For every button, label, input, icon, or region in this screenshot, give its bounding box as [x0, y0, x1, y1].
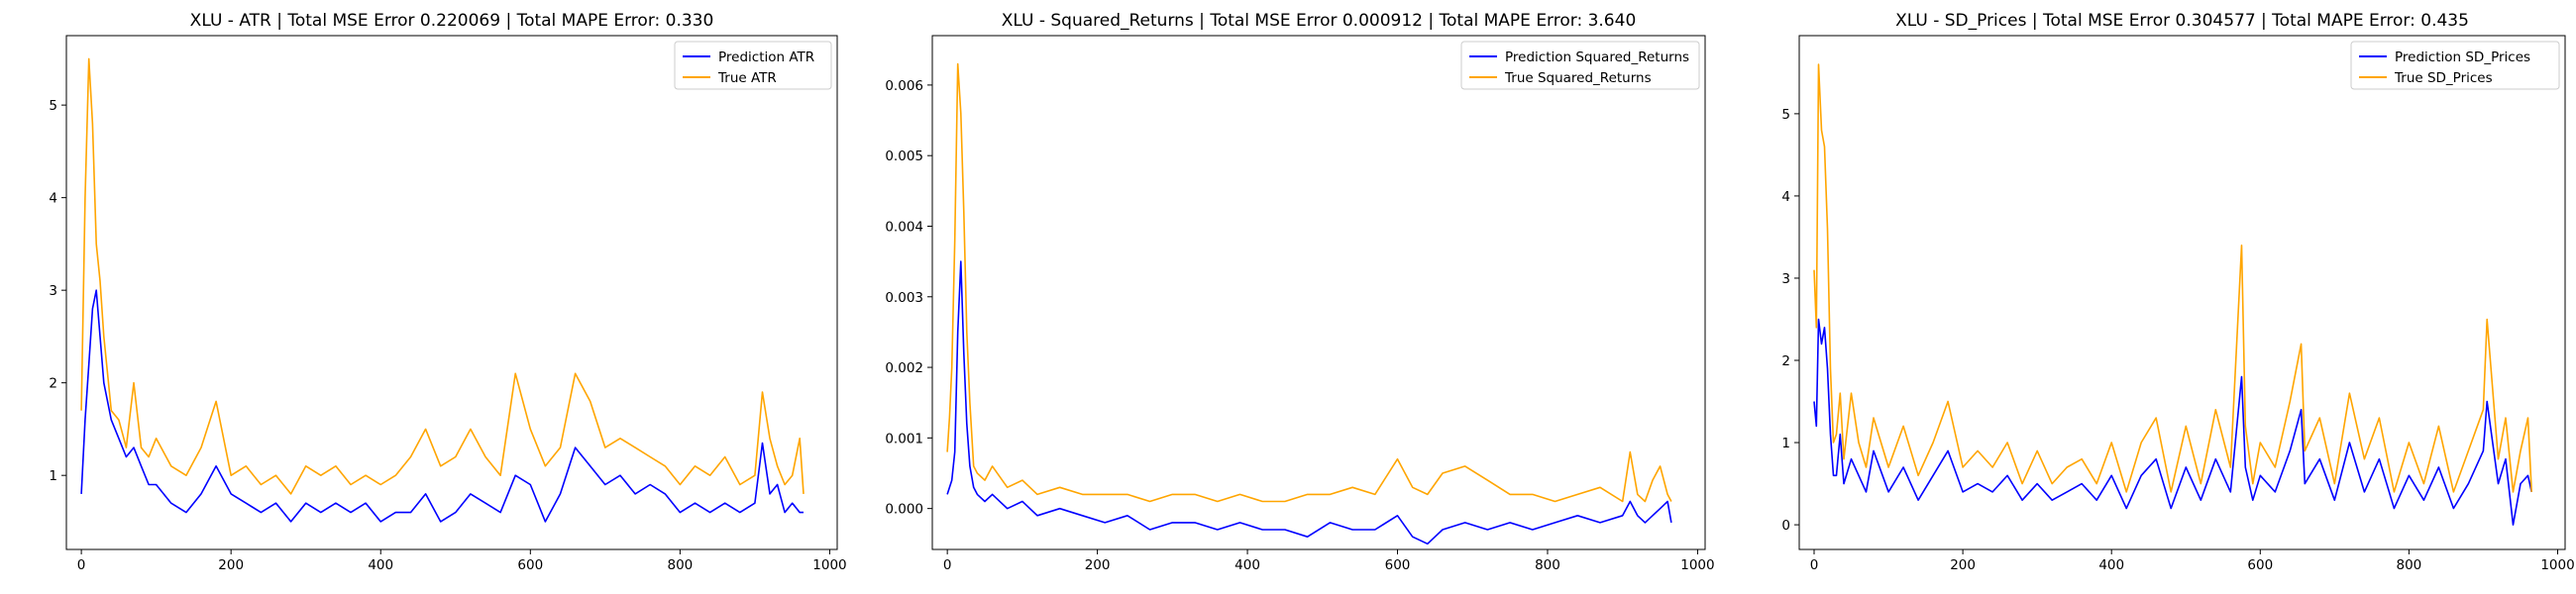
series-line-true [80, 57, 805, 495]
x-tick-label: 200 [1085, 557, 1111, 573]
legend: Prediction ATR True ATR [674, 41, 832, 90]
y-tick-label: 5 [1781, 107, 1790, 123]
legend-label: True Squared_Returns [1504, 70, 1652, 86]
y-tick-label: 3 [1781, 271, 1790, 287]
chart-title: XLU - ATR | Total MSE Error 0.220069 | T… [190, 11, 714, 31]
y-tick-label: 2 [49, 376, 57, 392]
legend-label: Prediction ATR [718, 50, 814, 65]
y-tick-label: 0.003 [885, 290, 923, 306]
y-tick-label: 1 [1781, 436, 1790, 451]
legend: Prediction SD_Prices True SD_Prices [2350, 41, 2560, 90]
x-tick-label: 200 [1950, 557, 1976, 573]
y-tick-label: 2 [1781, 353, 1790, 369]
chart-title: XLU - SD_Prices | Total MSE Error 0.3045… [1895, 11, 2469, 31]
x-tick-label: 1000 [812, 557, 846, 573]
chart-panel-2: XLU - Squared_Returns | Total MSE Error … [885, 11, 1714, 573]
chart-panel-3: XLU - SD_Prices | Total MSE Error 0.3045… [1781, 11, 2574, 573]
axes-frame [65, 35, 838, 550]
x-tick-label: 600 [517, 557, 543, 573]
legend-label: Prediction SD_Prices [2395, 50, 2530, 65]
x-tick-label: 0 [77, 557, 86, 573]
x-tick-label: 0 [943, 557, 952, 573]
x-tick-label: 400 [2098, 557, 2124, 573]
x-tick-label: 600 [2247, 557, 2273, 573]
x-tick-label: 400 [1234, 557, 1260, 573]
x-tick-label: 800 [1535, 557, 1560, 573]
x-tick-label: 0 [1810, 557, 1819, 573]
x-tick-label: 400 [368, 557, 393, 573]
y-tick-label: 0.002 [885, 360, 923, 376]
axes-frame [931, 35, 1706, 550]
x-tick-label: 600 [1385, 557, 1411, 573]
y-tick-label: 0.004 [885, 219, 923, 235]
series-line-prediction [946, 260, 1672, 545]
chart-title: XLU - Squared_Returns | Total MSE Error … [1002, 11, 1637, 31]
legend-label: True ATR [717, 70, 777, 86]
y-tick-label: 0.005 [885, 148, 923, 164]
x-tick-label: 1000 [1680, 557, 1714, 573]
legend: Prediction Squared_Returns True Squared_R… [1460, 41, 1700, 90]
series-line-true [1813, 63, 2532, 493]
x-tick-label: 800 [2397, 557, 2422, 573]
legend-label: True SD_Prices [2394, 70, 2493, 86]
y-tick-label: 3 [49, 283, 57, 299]
chart-panel-1: XLU - ATR | Total MSE Error 0.220069 | T… [49, 11, 846, 573]
y-tick-label: 0.000 [885, 502, 923, 518]
y-tick-label: 0.006 [885, 78, 923, 94]
legend-box [2350, 41, 2560, 90]
series-line-prediction [1813, 318, 2532, 526]
series-line-true [946, 62, 1672, 503]
y-tick-label: 4 [1781, 189, 1790, 205]
x-tick-label: 800 [667, 557, 693, 573]
y-tick-label: 0 [1781, 518, 1790, 534]
legend-box [674, 41, 832, 90]
y-tick-label: 5 [49, 98, 57, 114]
legend-box [1460, 41, 1700, 90]
x-tick-label: 1000 [2540, 557, 2574, 573]
x-tick-label: 200 [218, 557, 244, 573]
legend-label: Prediction Squared_Returns [1505, 50, 1689, 65]
series-line-prediction [80, 289, 804, 523]
y-tick-label: 1 [49, 468, 57, 484]
y-tick-label: 0.001 [885, 431, 923, 446]
y-tick-label: 4 [49, 191, 57, 207]
axes-frame [1798, 35, 2566, 550]
